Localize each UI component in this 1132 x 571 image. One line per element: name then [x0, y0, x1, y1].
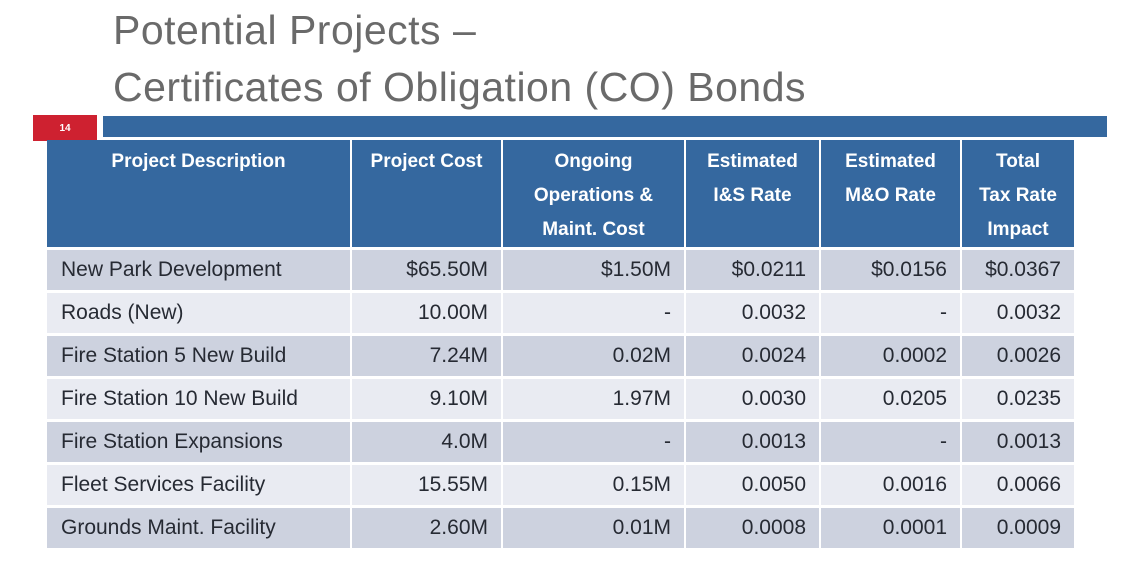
slide-title: Potential Projects – Certificates of Obl… — [113, 7, 806, 110]
value-cell: 10.00M — [352, 293, 503, 336]
value-cell: 0.0032 — [962, 293, 1074, 336]
value-cell: - — [503, 293, 686, 336]
page-number-badge: 14 — [33, 115, 97, 141]
col-header-total-tax-rate-impact: Total Tax Rate Impact — [962, 140, 1074, 250]
value-cell: 0.0050 — [686, 465, 821, 508]
value-cell: 0.0013 — [962, 422, 1074, 465]
value-cell: 0.0032 — [686, 293, 821, 336]
value-cell: 0.0024 — [686, 336, 821, 379]
value-cell: 0.02M — [503, 336, 686, 379]
page-number: 14 — [59, 122, 71, 134]
value-cell: 0.0001 — [821, 508, 962, 551]
project-description-cell: New Park Development — [47, 250, 352, 293]
value-cell: - — [503, 422, 686, 465]
col-header-project-description: Project Description — [47, 140, 352, 250]
col-header-estimated-mo-rate: Estimated M&O Rate — [821, 140, 962, 250]
value-cell: 0.15M — [503, 465, 686, 508]
value-cell: $0.0367 — [962, 250, 1074, 293]
col-header-ongoing-ops-maint-cost: Ongoing Operations & Maint. Cost — [503, 140, 686, 250]
value-cell: 0.0066 — [962, 465, 1074, 508]
value-cell: 0.0030 — [686, 379, 821, 422]
table-row: Fleet Services Facility 15.55M 0.15M 0.0050… — [47, 465, 1074, 508]
value-cell: 0.0235 — [962, 379, 1074, 422]
projects-table-container: Project Description Project Cost Ongoing… — [47, 140, 1074, 551]
value-cell: 0.0026 — [962, 336, 1074, 379]
table-row: Grounds Maint. Facility 2.60M 0.01M 0.0008 0… — [47, 508, 1074, 551]
title-accent-bar — [103, 116, 1107, 137]
project-description-cell: Fire Station Expansions — [47, 422, 352, 465]
value-cell: 0.01M — [503, 508, 686, 551]
value-cell: 9.10M — [352, 379, 503, 422]
project-description-cell: Fleet Services Facility — [47, 465, 352, 508]
project-description-cell: Fire Station 10 New Build — [47, 379, 352, 422]
table-row: Fire Station 10 New Build 9.10M 1.97M 0.003… — [47, 379, 1074, 422]
value-cell: 2.60M — [352, 508, 503, 551]
value-cell: 0.0002 — [821, 336, 962, 379]
value-cell: $0.0156 — [821, 250, 962, 293]
project-description-cell: Fire Station 5 New Build — [47, 336, 352, 379]
value-cell: $65.50M — [352, 250, 503, 293]
project-description-cell: Roads (New) — [47, 293, 352, 336]
value-cell: - — [821, 422, 962, 465]
col-header-project-cost: Project Cost — [352, 140, 503, 250]
value-cell: 0.0013 — [686, 422, 821, 465]
value-cell: 15.55M — [352, 465, 503, 508]
table-row: Fire Station Expansions 4.0M -0.0013-0.001… — [47, 422, 1074, 465]
col-header-estimated-is-rate: Estimated I&S Rate — [686, 140, 821, 250]
value-cell: $0.0211 — [686, 250, 821, 293]
value-cell: 0.0009 — [962, 508, 1074, 551]
value-cell: $1.50M — [503, 250, 686, 293]
value-cell: 0.0205 — [821, 379, 962, 422]
table-row: New Park Development $65.50M $1.50M $0.0211… — [47, 250, 1074, 293]
value-cell: 7.24M — [352, 336, 503, 379]
projects-table: Project Description Project Cost Ongoing… — [47, 140, 1074, 551]
table-row: Fire Station 5 New Build 7.24M 0.02M 0.0024… — [47, 336, 1074, 379]
value-cell: 0.0016 — [821, 465, 962, 508]
project-description-cell: Grounds Maint. Facility — [47, 508, 352, 551]
value-cell: 0.0008 — [686, 508, 821, 551]
table-body: New Park Development $65.50M $1.50M $0.0211… — [47, 250, 1074, 551]
table-header-row: Project Description Project Cost Ongoing… — [47, 140, 1074, 250]
value-cell: - — [821, 293, 962, 336]
table-row: Roads (New) 10.00M -0.0032-0.0032 — [47, 293, 1074, 336]
value-cell: 4.0M — [352, 422, 503, 465]
value-cell: 1.97M — [503, 379, 686, 422]
